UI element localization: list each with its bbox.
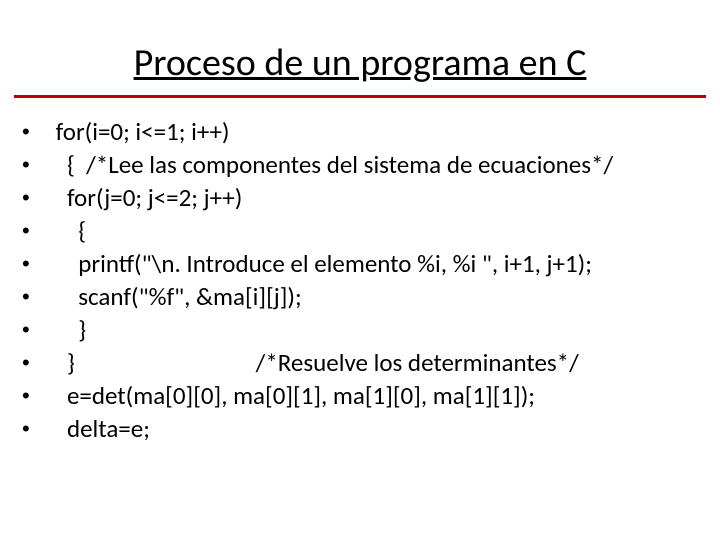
horizontal-rule xyxy=(14,95,706,98)
code-text: delta=e; xyxy=(50,412,150,445)
slide-title: Proceso de un programa en C xyxy=(0,40,720,86)
code-line: • scanf("%f", &ma[i][j]); xyxy=(22,280,702,313)
content-block: • for(i=0; i<=1; i++) • { /*Lee las comp… xyxy=(22,115,702,445)
code-text: e=det(ma[0][0], ma[0][1], ma[1][0], ma[1… xyxy=(50,379,535,412)
code-line: • { /*Lee las componentes del sistema de… xyxy=(22,148,702,181)
code-line: • printf("\n. Introduce el elemento %i, … xyxy=(22,247,702,280)
code-line: • e=det(ma[0][0], ma[0][1], ma[1][0], ma… xyxy=(22,379,702,412)
bullet-icon: • xyxy=(22,412,50,445)
code-line: • } /*Resuelve los determinantes*/ xyxy=(22,346,702,379)
code-text: } /*Resuelve los determinantes*/ xyxy=(50,346,579,379)
bullet-icon: • xyxy=(22,313,50,346)
bullet-icon: • xyxy=(22,214,50,247)
bullet-icon: • xyxy=(22,115,50,148)
code-text: for(j=0; j<=2; j++) xyxy=(50,181,242,214)
code-text: } xyxy=(50,313,86,346)
code-text: scanf("%f", &ma[i][j]); xyxy=(50,280,302,313)
bullet-icon: • xyxy=(22,181,50,214)
bullet-icon: • xyxy=(22,346,50,379)
bullet-icon: • xyxy=(22,148,50,181)
code-line: • for(j=0; j<=2; j++) xyxy=(22,181,702,214)
code-text: { xyxy=(50,214,86,247)
bullet-icon: • xyxy=(22,247,50,280)
bullet-icon: • xyxy=(22,379,50,412)
code-line: • delta=e; xyxy=(22,412,702,445)
bullet-icon: • xyxy=(22,280,50,313)
code-line: • { xyxy=(22,214,702,247)
code-text: { /*Lee las componentes del sistema de e… xyxy=(50,148,613,181)
code-text: printf("\n. Introduce el elemento %i, %i… xyxy=(50,247,592,280)
code-text: for(i=0; i<=1; i++) xyxy=(50,115,230,148)
code-line: • } xyxy=(22,313,702,346)
code-line: • for(i=0; i<=1; i++) xyxy=(22,115,702,148)
